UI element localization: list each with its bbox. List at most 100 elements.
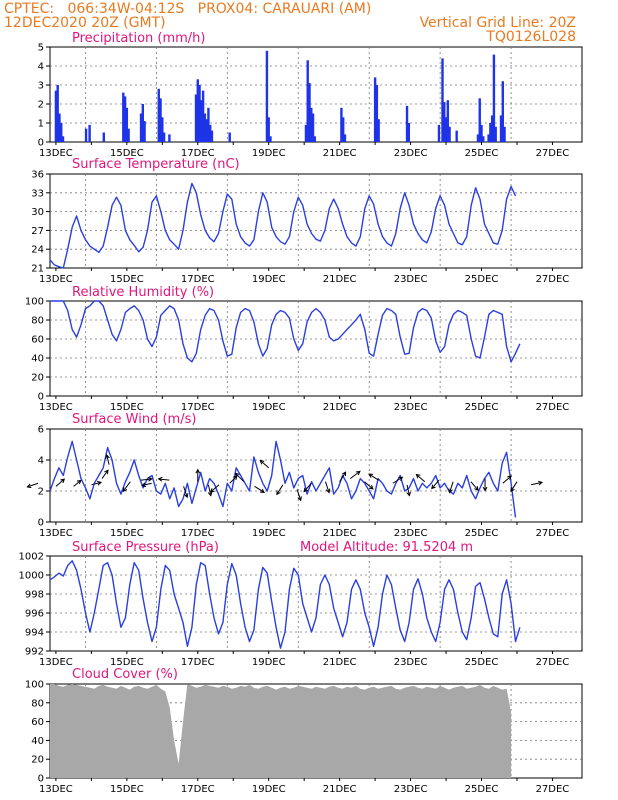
precip-bar (168, 134, 171, 142)
temp-xtick-label: 23DEC (394, 274, 428, 285)
wind-arrowhead (232, 475, 238, 481)
temp-ytick-label: 33 (31, 188, 44, 199)
precip-bar (444, 117, 448, 142)
precip-bar (343, 134, 347, 142)
temp-xtick-label: 25DEC (465, 274, 499, 285)
wind-arrowhead (105, 453, 110, 460)
precip-bar (127, 128, 130, 142)
wind-arrow (91, 481, 102, 486)
precip-bar (487, 134, 490, 142)
pres-ytick-label: 1000 (19, 571, 44, 582)
rh-ytick-label: 20 (31, 373, 44, 384)
temp-xtick-label: 15DEC (110, 274, 144, 285)
pres-ytick-label: 1002 (19, 552, 44, 563)
precip-panel: Precipitation (mm/h) (72, 31, 205, 46)
precip-bar (443, 102, 446, 142)
pres-xtick-label: 15DEC (110, 657, 144, 668)
temp-xtick-label: 13DEC (39, 274, 73, 285)
precip-bar (478, 98, 481, 142)
wind-arrowhead (96, 480, 103, 486)
wind-arrowhead (297, 496, 302, 502)
precip-bar (208, 124, 212, 142)
wind-arrowhead (325, 488, 331, 494)
wind-arrow (364, 481, 374, 490)
wind-arrow (210, 484, 220, 493)
wind-arrow (141, 482, 152, 487)
precip-bar (310, 107, 313, 142)
wind-plot: 0 2 4 6 13DEC 15DEC 17DEC 19DEC 21DEC 23DEC 25DEC 2… (26, 425, 583, 539)
wind-arrowhead (303, 487, 308, 493)
rh-series-line (50, 300, 521, 363)
precip-bar (139, 113, 143, 142)
wind-arrowhead (431, 484, 436, 490)
cloud-ytick-label: 40 (31, 736, 44, 747)
precip-bar (162, 132, 166, 142)
wind-arrow (470, 481, 479, 491)
wind-arrow (531, 481, 543, 486)
rh-ytick-label: 0 (38, 392, 44, 403)
wind-frame (49, 428, 583, 523)
rh-frame (49, 300, 583, 397)
wind-arrow (259, 460, 270, 469)
rh-plot: 0 20 40 60 80 100 13DEC 15DEC 17DEC 19DEC 21DEC 23D… (25, 297, 583, 413)
wind-arrow (449, 481, 454, 493)
cloud-ytick-label: 0 (38, 774, 44, 785)
pres-ytick-label: 994 (25, 628, 44, 639)
temp-frame (49, 173, 583, 269)
precip-bar (308, 83, 311, 142)
precip-bar (194, 94, 198, 142)
wind-arrowhead (260, 488, 265, 493)
rh-xtick-label: 23DEC (394, 402, 428, 413)
precip-bar (123, 96, 127, 142)
precip-bar (201, 90, 205, 142)
precip-bar (373, 77, 377, 142)
wind-arrow (101, 469, 109, 479)
rh-panel: Relative Humidity (%) (72, 285, 214, 300)
precip-bar (54, 90, 58, 142)
wind-arrow (276, 484, 284, 495)
precip-bar (503, 126, 506, 142)
wind-arrow (431, 479, 440, 489)
wind-arrowhead (147, 476, 153, 482)
wind-arrowhead (510, 487, 515, 493)
wind-arrowhead (537, 480, 544, 486)
wind-arrowhead (448, 488, 453, 494)
rh-xtick-label: 15DEC (110, 402, 144, 413)
wind-arrowhead (507, 475, 512, 480)
temp-ytick-label: 36 (31, 170, 44, 181)
pres-ytick-label: 996 (25, 609, 44, 620)
precip-bar (161, 117, 164, 142)
precip-bar (405, 105, 409, 142)
pres-xtick-label: 13DEC (39, 657, 73, 668)
wind-arrowhead (157, 476, 163, 482)
cloud-ytick-label: 80 (31, 698, 44, 709)
precip-xtick-label: 23DEC (394, 148, 428, 159)
temp-plot: 21 24 27 30 33 36 13DEC 15DEC 17DEC 19DEC 21DEC 23D… (31, 170, 583, 285)
wind-xtick-label: 27DEC (536, 528, 570, 539)
pres-xtick-label: 17DEC (181, 657, 215, 668)
cloud-ytick-label: 100 (25, 680, 44, 691)
precip-bar (480, 124, 483, 142)
cloud-xtick-label: 19DEC (252, 784, 286, 795)
precip-bar (499, 115, 503, 142)
header-code: TQ0126L028 (486, 29, 576, 45)
wind-arrow (235, 472, 245, 483)
precip-bar (58, 113, 61, 142)
precip-xtick-label: 19DEC (252, 148, 286, 159)
precip-bar (60, 123, 63, 142)
temp-xtick-label: 17DEC (181, 274, 215, 285)
wind-arrow (349, 470, 361, 480)
wind-ytick-label: 2 (38, 487, 44, 498)
wind-arrowhead (406, 491, 411, 497)
precip-bar (84, 128, 88, 142)
precip-bar (494, 126, 497, 142)
header-location: CPTEC: 066:34W-04:12S PROX04: CARAUARI (… (4, 1, 372, 17)
wind-arrowhead (368, 473, 374, 478)
precip-bar (377, 119, 380, 142)
precip-bar (492, 54, 496, 142)
wind-panel: Surface Wind (m/s) (72, 412, 196, 427)
wind-arrow (55, 478, 65, 487)
cloud-plot: 0 20 40 60 80 100 13DEC 15DEC 17DEC 19DEC 21DEC 23D… (25, 680, 583, 795)
precip-bar (304, 124, 308, 142)
precip-bar (311, 113, 315, 142)
